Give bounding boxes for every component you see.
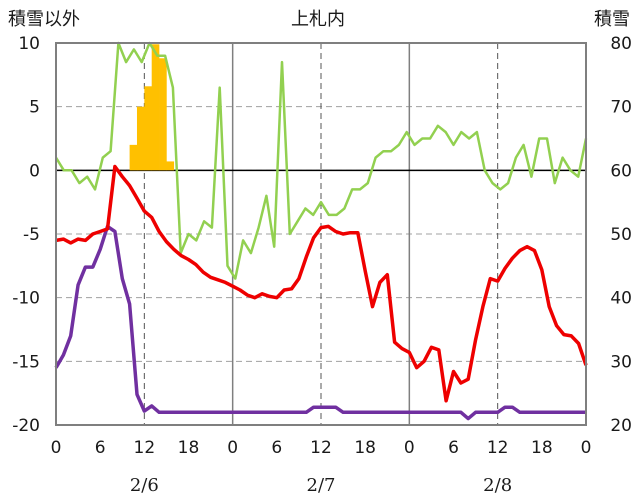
snowfall-bar <box>166 161 175 171</box>
y-tick-right: 60 <box>610 161 632 181</box>
date-labels: 2/6 2/7 2/8 <box>130 475 512 496</box>
series-line-0 <box>55 164 588 403</box>
x-tick-label: 0 <box>581 438 592 458</box>
series-line-1 <box>54 224 586 421</box>
x-tick-label: 12 <box>310 438 332 458</box>
chart-title: 上札内 <box>291 9 345 30</box>
snowfall-bars <box>129 44 175 171</box>
plot-frame <box>55 42 587 426</box>
y-axis-left-ticks: 10 5 0 -5 -10 -15 -20 <box>12 34 40 436</box>
snowfall-bar <box>159 58 167 171</box>
series-lines <box>54 41 588 421</box>
left-axis-title: 積雪以外 <box>8 9 80 30</box>
x-tick-label: 0 <box>51 438 62 458</box>
date-label: 2/7 <box>307 475 336 496</box>
y-axis-right-ticks: 80 70 60 50 40 30 20 <box>610 34 632 436</box>
date-label: 2/6 <box>130 475 159 496</box>
y-tick-left: -15 <box>12 352 40 372</box>
y-tick-left: -20 <box>12 416 40 436</box>
x-tick-label: 6 <box>95 438 106 458</box>
x-axis-ticks: 0 6 12 18 0 6 12 18 0 6 12 18 0 <box>51 438 592 458</box>
snowfall-bar <box>151 44 160 171</box>
y-tick-right: 70 <box>610 98 632 118</box>
x-tick-label: 0 <box>227 438 238 458</box>
x-tick-label: 12 <box>134 438 156 458</box>
y-tick-left: 0 <box>29 161 40 181</box>
y-tick-right: 20 <box>610 416 632 436</box>
x-tick-label: 0 <box>404 438 415 458</box>
right-axis-title: 積雪 <box>594 9 630 30</box>
y-tick-right: 40 <box>610 289 632 309</box>
y-tick-right: 50 <box>610 225 632 245</box>
x-tick-label: 6 <box>448 438 459 458</box>
x-tick-label: 18 <box>531 438 553 458</box>
y-tick-left: 10 <box>18 34 40 54</box>
y-tick-right: 30 <box>610 352 632 372</box>
snowfall-bar <box>129 144 138 171</box>
x-tick-label: 12 <box>487 438 509 458</box>
series-line-2 <box>54 41 588 280</box>
x-tick-label: 18 <box>178 438 200 458</box>
x-tick-label: 18 <box>354 438 376 458</box>
y-tick-left: 5 <box>29 98 40 118</box>
x-tick-label: 6 <box>271 438 282 458</box>
snowfall-bar <box>136 106 145 171</box>
y-tick-left: -10 <box>12 289 40 309</box>
snowfall-bar <box>144 86 152 171</box>
y-tick-right: 80 <box>610 34 632 54</box>
date-label: 2/8 <box>483 475 512 496</box>
y-tick-left: -5 <box>23 225 40 245</box>
